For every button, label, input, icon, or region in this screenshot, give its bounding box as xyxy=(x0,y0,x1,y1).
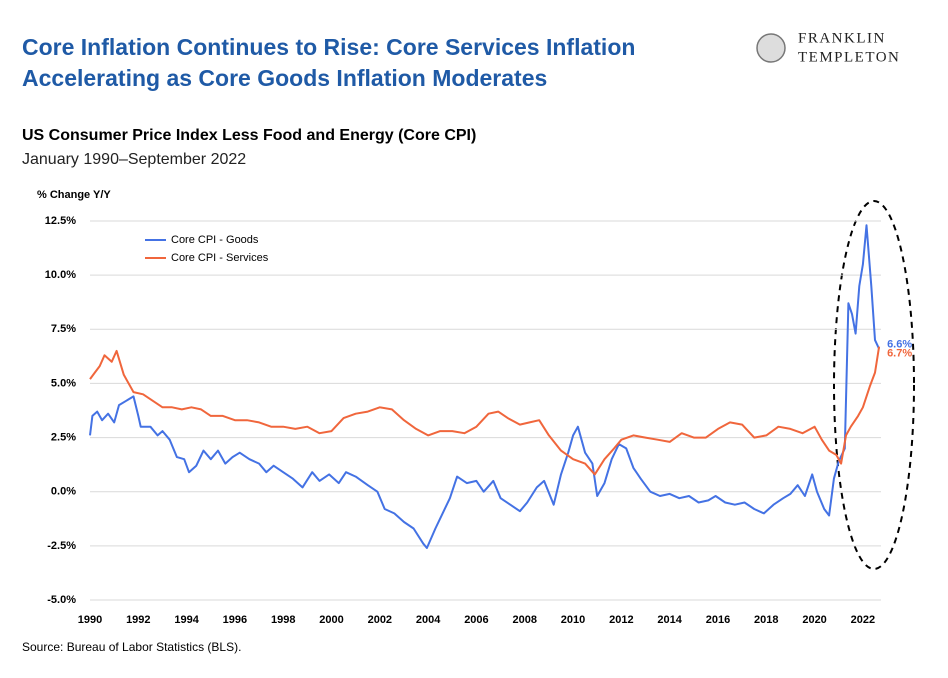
end-label: 6.7% xyxy=(887,348,912,360)
y-tick-label: 0.0% xyxy=(51,486,76,498)
x-tick-label: 2014 xyxy=(657,614,682,626)
x-tick-label: 2010 xyxy=(561,614,585,626)
y-tick-label: 12.5% xyxy=(45,215,76,227)
series-line xyxy=(89,224,881,549)
x-tick-label: 2000 xyxy=(319,614,343,626)
legend-label: Core CPI - Services xyxy=(171,252,269,264)
x-tick-label: 2006 xyxy=(464,614,488,626)
x-tick-label: 2016 xyxy=(706,614,730,626)
logo: FRANKLIN TEMPLETON xyxy=(756,30,900,65)
end-label: 6.6% xyxy=(887,339,912,351)
chart-title: Core Inflation Continues to Rise: Core S… xyxy=(22,34,635,60)
x-tick-label: 2018 xyxy=(754,614,778,626)
x-tick-label: 2022 xyxy=(851,614,875,626)
y-tick-label: 2.5% xyxy=(51,431,76,443)
date-range: January 1990–September 2022 xyxy=(22,151,246,168)
chart-subtitle: US Consumer Price Index Less Food and En… xyxy=(22,127,476,144)
x-tick-label: 2004 xyxy=(416,614,441,626)
x-tick-label: 1992 xyxy=(126,614,150,626)
source: Source: Bureau of Labor Statistics (BLS)… xyxy=(22,640,241,654)
logo-icon xyxy=(756,33,786,63)
logo-text: TEMPLETON xyxy=(798,49,900,65)
y-tick-label: 7.5% xyxy=(51,323,76,335)
y-tick-label: -2.5% xyxy=(47,540,76,552)
logo-text: FRANKLIN xyxy=(798,30,886,46)
y-tick-label: 10.0% xyxy=(45,269,76,281)
x-tick-label: 2008 xyxy=(513,614,537,626)
x-tick-label: 2020 xyxy=(802,614,826,626)
x-tick-label: 1998 xyxy=(271,614,295,626)
y-tick-label: -5.0% xyxy=(47,594,76,606)
series-line xyxy=(89,346,881,476)
highlight-ellipse xyxy=(833,200,915,570)
y-tick-label: 5.0% xyxy=(51,377,76,389)
legend-label: Core CPI - Goods xyxy=(171,234,259,246)
x-tick-label: 1996 xyxy=(223,614,247,626)
x-tick-label: 2012 xyxy=(609,614,633,626)
x-tick-label: 1994 xyxy=(174,614,199,626)
x-tick-label: 2002 xyxy=(368,614,392,626)
chart-title: Accelerating as Core Goods Inflation Mod… xyxy=(22,65,547,91)
y-axis-label: % Change Y/Y xyxy=(37,189,111,201)
x-tick-label: 1990 xyxy=(78,614,102,626)
